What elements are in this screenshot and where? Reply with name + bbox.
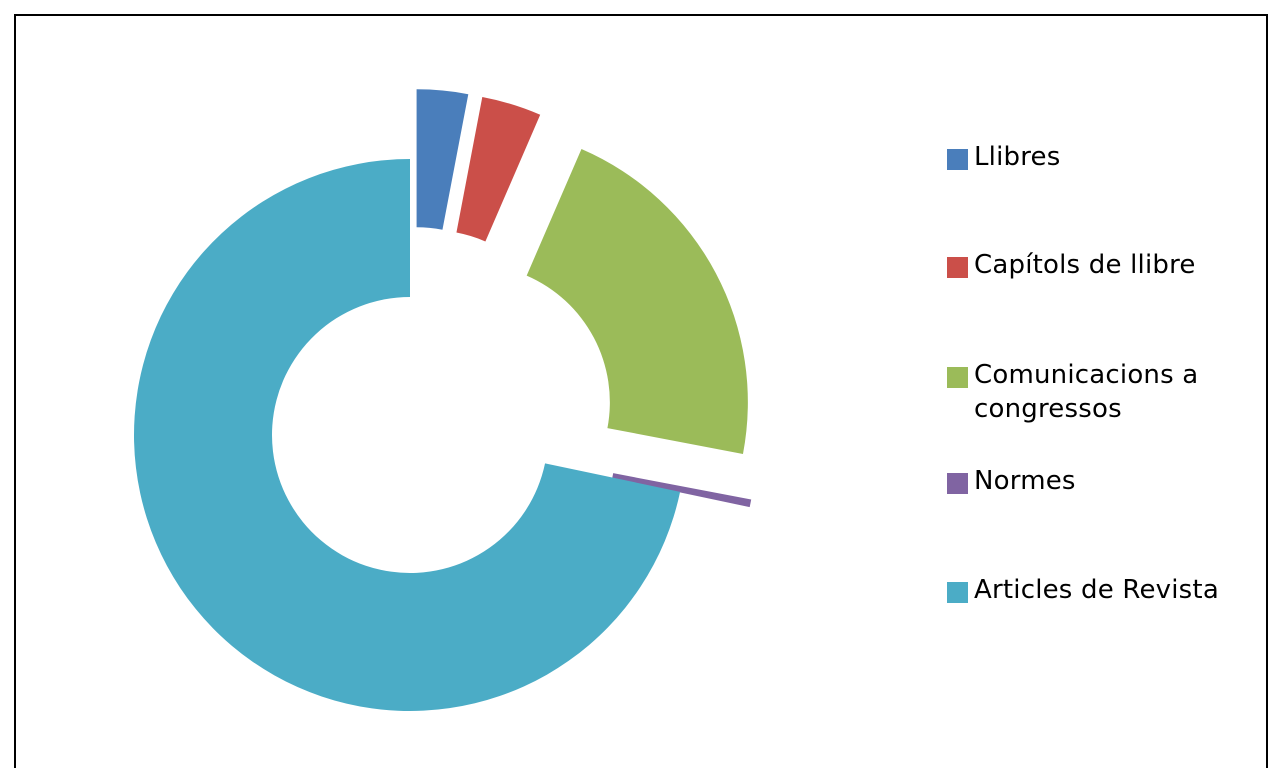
slice-capitols-de-llibre (456, 96, 541, 242)
legend-label-capitols: Capítols de llibre (974, 250, 1196, 280)
legend-swatch-normes (947, 473, 968, 494)
legend-item-llibres: Llibres (947, 140, 1244, 174)
slice-normes (612, 473, 752, 508)
legend-item-comunicacions: Comunicacions a congressos (947, 358, 1244, 426)
legend-swatch-comunicacions (947, 367, 968, 388)
slice-comunicacions-a-congressos (526, 148, 748, 454)
legend-swatch-llibres (947, 149, 968, 170)
legend-label-comunicacions: Comunicacions a congressos (974, 360, 1199, 424)
slice-articles-de-revista (134, 159, 681, 711)
legend-swatch-capitols (947, 257, 968, 278)
donut-slices (134, 89, 752, 711)
legend-label-llibres: Llibres (974, 142, 1061, 172)
legend-item-capitols: Capítols de llibre (947, 248, 1244, 282)
legend-label-articles: Articles de Revista (974, 575, 1219, 605)
slice-llibres (416, 89, 469, 230)
legend-item-articles: Articles de Revista (947, 573, 1244, 607)
legend-item-normes: Normes (947, 464, 1244, 498)
legend-label-normes: Normes (974, 466, 1076, 496)
legend-swatch-articles (947, 582, 968, 603)
